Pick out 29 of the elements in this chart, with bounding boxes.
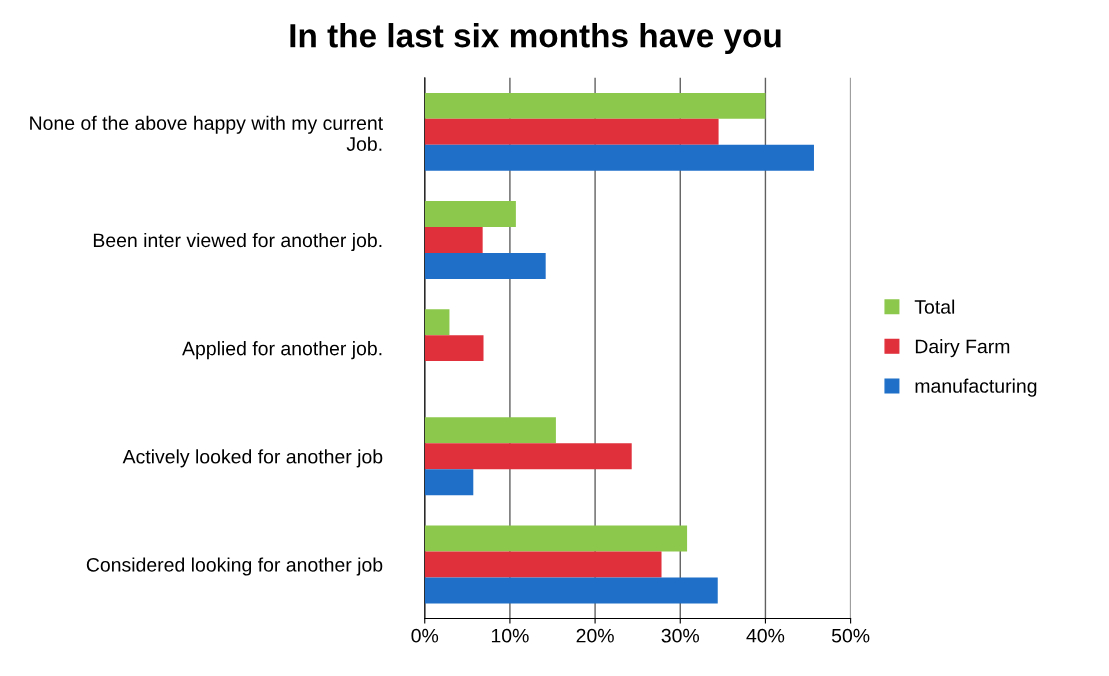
chart-title: In the last six months have you <box>290 23 781 55</box>
bar <box>424 551 662 578</box>
x-tick-label: 10% <box>491 628 529 643</box>
x-tick-label: 20% <box>576 628 614 643</box>
bar <box>424 92 766 119</box>
legend-label: manufacturing <box>915 378 1037 397</box>
bar <box>424 335 484 362</box>
bar <box>424 469 474 496</box>
y-tick-label: None of the above happy with my current Job. <box>30 115 383 151</box>
y-tick-label: Applied for another job. <box>182 341 382 360</box>
bar <box>424 118 719 145</box>
x-tick-label: 0% <box>411 628 439 643</box>
bar <box>424 443 632 470</box>
bar <box>424 309 450 336</box>
x-tick-label: 50% <box>831 628 870 643</box>
y-tick-label: Considered looking for another job <box>86 557 383 576</box>
bar <box>424 417 556 444</box>
bar <box>424 252 546 279</box>
bar <box>424 201 516 227</box>
bar <box>424 144 814 171</box>
bar <box>424 227 483 253</box>
x-tick-label: 30% <box>661 628 700 643</box>
bar <box>424 577 718 604</box>
bar <box>424 525 688 552</box>
y-tick-label: Actively looked for another job <box>122 449 383 468</box>
legend-label: Dairy Farm <box>915 339 1010 358</box>
legend-label: Total <box>914 299 955 314</box>
x-tick-label: 40% <box>746 628 785 643</box>
y-tick-label: Been inter viewed for another job. <box>93 232 382 252</box>
